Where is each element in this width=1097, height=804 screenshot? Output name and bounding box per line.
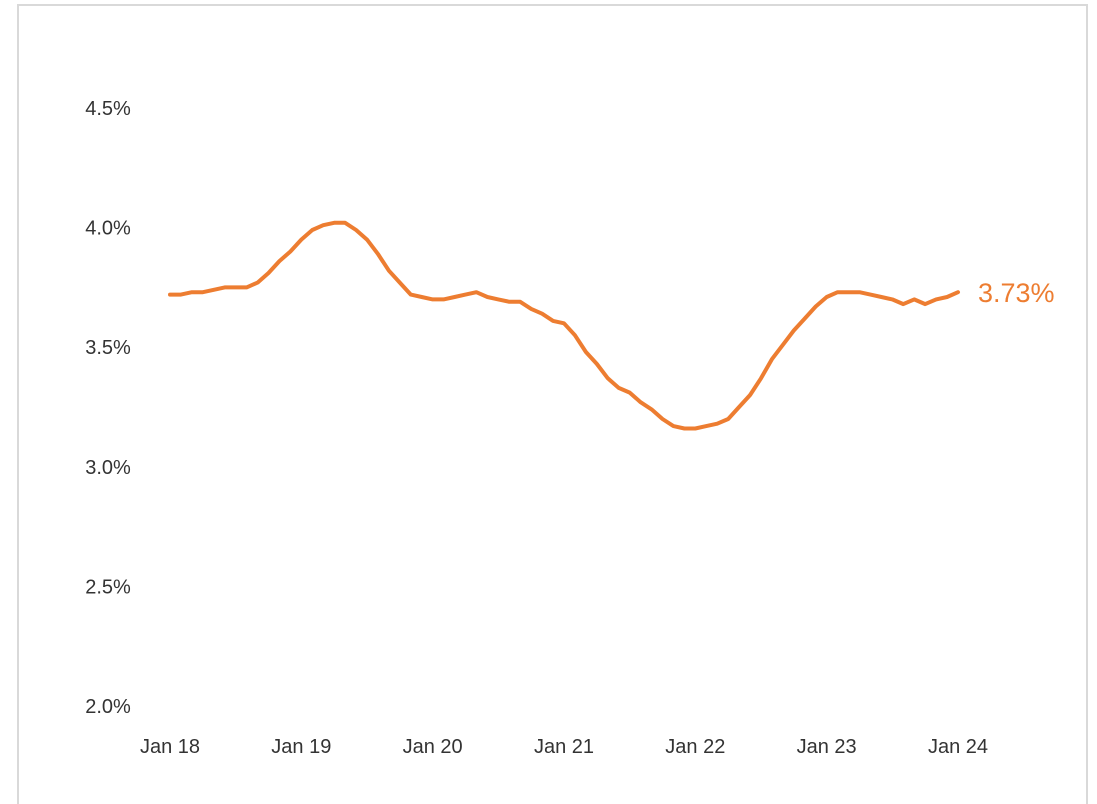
x-tick-label: Jan 18	[140, 736, 200, 758]
y-tick-label: 3.0%	[85, 457, 131, 479]
y-axis-ticks: 2.0% 2.5% 3.0% 3.5% 4.0% 4.5%	[85, 98, 131, 718]
x-tick-label: Jan 19	[271, 736, 331, 758]
y-tick-label: 4.5%	[85, 98, 131, 120]
chart-frame	[17, 4, 1088, 804]
series-end-labels: 3.73%	[978, 278, 1055, 308]
series-line	[168, 220, 960, 431]
y-tick-label: 2.0%	[85, 696, 131, 718]
y-tick-label: 4.0%	[85, 218, 131, 240]
x-tick-label: Jan 22	[665, 736, 725, 758]
x-tick-label: Jan 24	[928, 736, 988, 758]
x-tick-label: Jan 20	[403, 736, 463, 758]
series-lines	[168, 220, 960, 431]
y-tick-label: 2.5%	[85, 576, 131, 598]
series-end-label: 3.73%	[978, 278, 1055, 308]
y-tick-label: 3.5%	[85, 337, 131, 359]
x-axis-ticks: Jan 18 Jan 19 Jan 20 Jan 21 Jan 22 Jan 23 Jan …	[140, 736, 988, 758]
x-tick-label: Jan 21	[534, 736, 594, 758]
x-tick-label: Jan 23	[797, 736, 857, 758]
